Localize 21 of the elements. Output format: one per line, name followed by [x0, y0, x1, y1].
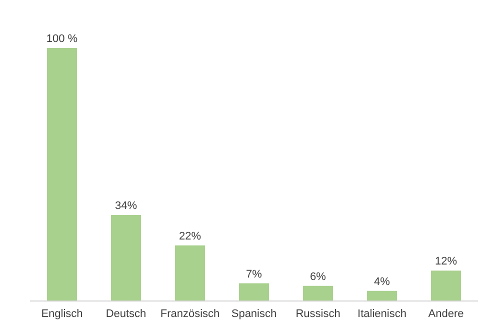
bar: [47, 48, 77, 301]
x-tick-label: Andere: [428, 308, 464, 320]
data-label: 100 %: [46, 33, 78, 45]
data-label: 6%: [310, 270, 326, 283]
data-label: 22%: [178, 230, 202, 242]
x-tick-label: Deutsch: [106, 308, 146, 320]
x-tick-label: Französisch: [160, 308, 220, 320]
x-tick-label: Spanisch: [231, 308, 277, 320]
data-label: 4%: [374, 276, 390, 288]
bar: [367, 290, 397, 301]
bar: [239, 283, 269, 301]
x-tick-label: Russisch: [296, 308, 340, 320]
x-tick-label: Englisch: [41, 308, 83, 320]
bar: [431, 270, 461, 301]
x-tick-label: Italienisch: [358, 308, 406, 320]
bar: [175, 245, 205, 301]
data-label: 12%: [434, 256, 458, 268]
data-label: 7%: [246, 268, 262, 280]
bar: [303, 286, 333, 301]
data-label: 34%: [114, 200, 138, 212]
bar: [111, 214, 141, 301]
